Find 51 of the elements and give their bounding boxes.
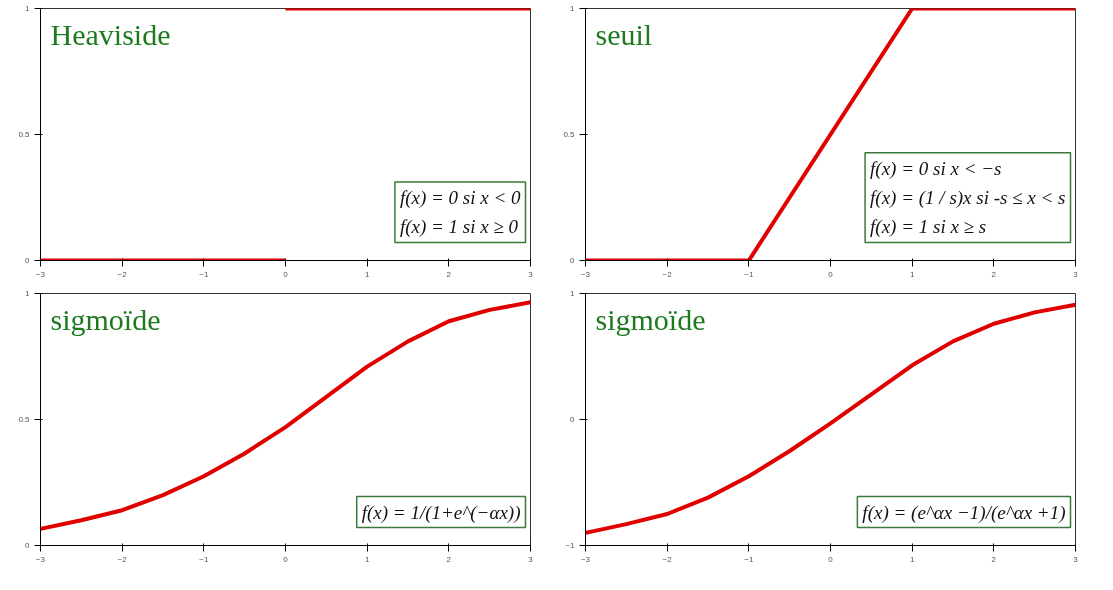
y-tick-label: 1 [570, 289, 576, 298]
y-tick-label: 0.5 [18, 415, 31, 424]
x-tick-label: −1 [199, 269, 209, 279]
x-tick-label: −1 [744, 269, 754, 279]
x-tick-label: 1 [364, 554, 370, 564]
x-tick-label: 0 [283, 269, 289, 279]
x-tick-label: −3 [35, 554, 46, 564]
x-tick-label: 3 [528, 269, 534, 279]
annotation: f(x) = (e^αx −1)/(e^αx +1) [862, 501, 1066, 524]
x-tick-label: 2 [446, 554, 452, 564]
chart-title: sigmoïde [595, 302, 706, 336]
x-tick-label: 0 [283, 554, 289, 564]
annotation: f(x) = 1/(1+e^(−αx)) [361, 501, 521, 524]
y-tick-label: 0 [570, 415, 576, 424]
y-tick-label: 1 [25, 289, 31, 298]
x-tick-label: −2 [662, 554, 673, 564]
x-tick-label: 2 [991, 269, 997, 279]
y-tick-label: 0.5 [18, 130, 31, 139]
y-tick-label: 1 [570, 4, 576, 13]
x-tick-label: −1 [744, 554, 754, 564]
x-tick-label: −2 [662, 269, 673, 279]
y-tick-label: 0 [25, 541, 31, 550]
annotation: f(x) = 0 si x < −s [870, 157, 1002, 180]
x-tick-label: −3 [35, 269, 46, 279]
x-tick-label: −3 [580, 554, 591, 564]
x-tick-label: −2 [117, 554, 128, 564]
x-tick-label: 1 [909, 554, 915, 564]
x-tick-label: −1 [199, 554, 209, 564]
y-tick-label: 0 [25, 256, 31, 265]
y-tick-label: 0 [570, 256, 576, 265]
chart-title: seuil [595, 17, 653, 51]
x-tick-label: 1 [364, 269, 370, 279]
x-tick-label: 3 [1073, 269, 1079, 279]
chart-title: sigmoïde [50, 302, 161, 336]
x-tick-label: 3 [1073, 554, 1079, 564]
annotation: f(x) = 0 si x < 0 [399, 187, 521, 210]
x-tick-label: 1 [909, 269, 915, 279]
x-tick-label: 2 [446, 269, 452, 279]
annotation: f(x) = 1 si x ≥ 0 [399, 216, 519, 239]
x-tick-label: −3 [580, 269, 591, 279]
annotation: f(x) = (1 / s)x si -s ≤ x < s [870, 187, 1066, 210]
x-tick-label: 3 [528, 554, 534, 564]
annotation: f(x) = 1 si x ≥ s [870, 216, 987, 239]
y-tick-label: −1 [565, 541, 576, 550]
chart-title: Heaviside [50, 17, 171, 51]
y-tick-label: 1 [25, 4, 31, 13]
x-tick-label: −2 [117, 269, 128, 279]
x-tick-label: 2 [991, 554, 997, 564]
x-tick-label: 0 [828, 554, 834, 564]
y-tick-label: 0.5 [563, 130, 576, 139]
x-tick-label: 0 [828, 269, 834, 279]
